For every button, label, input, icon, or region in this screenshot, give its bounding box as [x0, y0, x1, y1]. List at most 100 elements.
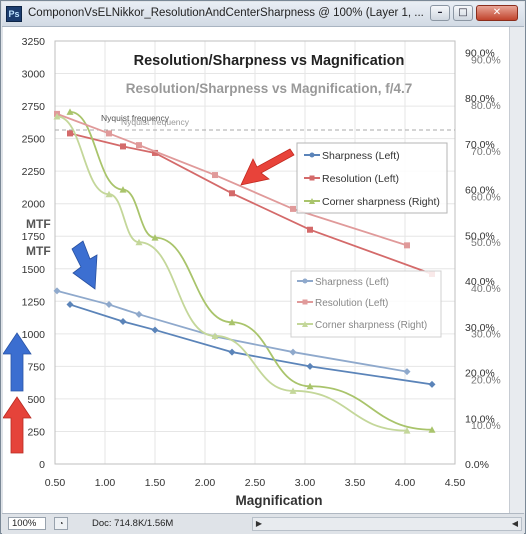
data-point [136, 142, 142, 149]
left-tick-label: 1000 [22, 329, 46, 341]
data-point [228, 318, 236, 326]
left-tick-label: 2250 [22, 166, 46, 178]
data-point [66, 301, 74, 309]
document-size-info[interactable]: Doc: 714.8K/1.56M [92, 518, 174, 529]
right-tick-label-ghost: 80.0% [471, 100, 501, 112]
red-arrow-icon [240, 148, 295, 186]
data-point [120, 143, 126, 150]
series-layer [53, 108, 436, 434]
left-tick-label: 250 [27, 426, 45, 438]
data-point [428, 380, 436, 388]
right-tick-label: 50.0% [465, 230, 495, 242]
maximize-button[interactable]: □ [453, 5, 473, 21]
chart-title-overlay: Resolution/Sharpness vs Magnification, f… [126, 81, 413, 96]
legend-lower-resolution: Resolution (Left) [315, 298, 388, 309]
x-tick-label: 4.00 [395, 477, 416, 489]
right-tick-label: 60.0% [465, 185, 495, 197]
data-point [307, 226, 313, 233]
data-point [428, 426, 436, 433]
left-tick-label: 2500 [22, 134, 46, 146]
data-point [53, 287, 61, 295]
left-tick-label: 1500 [22, 264, 46, 276]
close-button[interactable]: ✕ [476, 5, 518, 21]
data-point [306, 362, 314, 370]
x-tick-label: 4.50 [445, 477, 466, 489]
left-tick-label: 2000 [22, 199, 46, 211]
close-icon: ✕ [492, 7, 502, 18]
legend-upper-corner: Corner sharpness (Right) [322, 196, 440, 208]
data-point [105, 190, 113, 198]
right-tick-label-ghost: 60.0% [471, 191, 501, 203]
x-axis-ticks: 0.50 1.00 1.50 2.00 2.50 3.00 3.50 4.00 4.50 [45, 477, 466, 489]
data-point [403, 368, 411, 376]
data-point [67, 130, 73, 137]
data-point [152, 149, 158, 156]
nyquist-label: Nyquist frequency [101, 113, 170, 123]
right-tick-label-ghost: 50.0% [471, 237, 501, 249]
left-tick-label: 0 [39, 459, 45, 471]
right-tick-label-ghost: 30.0% [471, 329, 501, 341]
left-tick-label: 3000 [22, 69, 46, 81]
title-bar[interactable]: Ps CompononVsELNikkor_ResolutionAndCente… [2, 2, 524, 27]
scroll-right-arrow-icon[interactable]: ▶ [255, 519, 263, 528]
data-point [289, 348, 297, 356]
vertical-scrollbar[interactable] [509, 27, 525, 513]
plot-area-frame [54, 40, 456, 465]
x-tick-label: 0.50 [45, 477, 66, 489]
left-tick-label: 1750 [22, 231, 46, 243]
data-point [211, 332, 219, 339]
data-point [53, 112, 61, 120]
right-tick-label: 20.0% [465, 368, 495, 380]
x-axis-label: Magnification [236, 493, 323, 508]
right-tick-label: 10.0% [465, 413, 495, 425]
photoshop-app-icon: Ps [6, 6, 22, 22]
x-tick-label: 3.00 [295, 477, 316, 489]
left-tick-label: 2750 [22, 101, 46, 113]
horizontal-scrollbar[interactable]: ▶ ◀ [252, 517, 522, 531]
series-line [69, 110, 433, 431]
data-point [151, 234, 159, 241]
right-tick-label-ghost: 70.0% [471, 146, 501, 158]
image-canvas[interactable]: Nyquist frequency Nyquist frequency Reso… [2, 27, 509, 513]
red-up-arrow-icon [2, 396, 32, 454]
data-point [212, 172, 218, 179]
data-point [228, 348, 236, 356]
data-point [66, 108, 74, 115]
data-point [135, 310, 143, 318]
data-point [135, 238, 143, 246]
right-axis-ticks-ghost: 90.0% 80.0% 70.0% 60.0% 50.0% 40.0% 30.0% 20.0%… [471, 54, 501, 432]
left-tick-label: 3250 [22, 36, 46, 48]
blue-up-arrow-icon [2, 332, 32, 392]
series-line [56, 290, 408, 373]
scroll-left-arrow-icon[interactable]: ◀ [511, 519, 519, 528]
window-title: CompononVsELNikkor_ResolutionAndCenterSh… [28, 7, 424, 19]
zoom-level-input[interactable]: 100% [8, 517, 46, 530]
left-tick-label: 750 [27, 361, 45, 373]
data-point [306, 382, 314, 390]
status-bar: 100% ◔ Doc: 714.8K/1.56M ▶ ◀ [2, 513, 524, 534]
right-tick-label: 70.0% [465, 139, 495, 151]
legend-lower: Sharpness (Left) Resolution (Left) Corne… [290, 270, 442, 338]
y-axis-label-mtf-ghost: MTF [26, 244, 51, 258]
x-tick-label: 1.50 [145, 477, 166, 489]
minimize-button[interactable]: – [430, 5, 450, 21]
legend-upper: Sharpness (Left) Resolution (Left) Corne… [296, 142, 448, 214]
series-line [56, 113, 408, 247]
right-tick-label-ghost: 90.0% [471, 54, 501, 66]
legend-upper-resolution: Resolution (Left) [322, 173, 399, 185]
navigator-icon[interactable]: ◔ [54, 517, 68, 530]
right-tick-label-ghost: 20.0% [471, 374, 501, 386]
minimize-icon: – [437, 7, 443, 18]
series-line [56, 115, 408, 432]
data-point [119, 317, 127, 325]
data-point [106, 130, 112, 137]
legend-upper-sharpness: Sharpness (Left) [322, 150, 400, 162]
data-point [290, 205, 296, 212]
x-tick-label: 2.00 [195, 477, 216, 489]
right-tick-label: 40.0% [465, 276, 495, 288]
left-tick-label: 1250 [22, 296, 46, 308]
y-axis-label-mtf: MTF [26, 217, 51, 231]
maximize-icon: □ [458, 7, 468, 18]
data-point [229, 190, 235, 197]
right-tick-label: 0.0% [465, 459, 489, 471]
